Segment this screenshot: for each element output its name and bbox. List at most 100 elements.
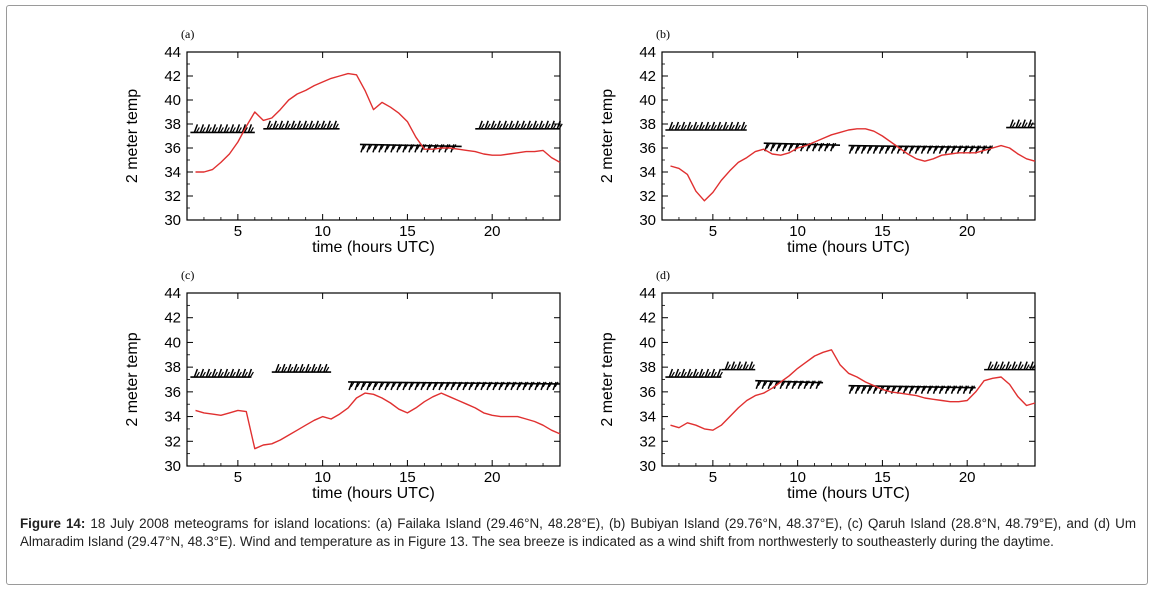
wind-barb-half [207,371,212,378]
wind-barb [788,142,793,152]
wind-barb-half [386,144,391,150]
wind-barb [414,144,419,153]
wind-barb-half [1007,364,1012,370]
wind-barb [360,381,365,391]
wind-barb [674,368,680,378]
wind-barb-half [874,145,880,151]
wind-barb [920,385,926,394]
y-tick-label: 42 [164,310,181,327]
wind-barb [390,381,395,391]
wind-barb [540,381,545,391]
wind-barb-half [494,381,499,388]
wind-barb-half [482,381,487,388]
wind-barb [848,385,854,394]
wind-barb-half [712,124,717,131]
wind-barb-half [958,385,964,391]
y-tick-label: 34 [164,409,181,426]
wind-barb-half [510,123,515,130]
wind-barb-half [742,124,747,131]
wind-barb [782,142,787,152]
wind-barb-half [488,381,493,388]
meteogram-panel-d: (d) 30 32 34 36 38 40 42 44 5 10 15 20 time (hours UT… [599,268,1036,502]
wind-barb [914,145,920,154]
wind-barb [247,124,253,133]
wind-barb [1009,119,1014,128]
wind-barb [408,144,413,153]
wind-barb [272,120,277,130]
wind-barb [420,381,425,391]
wind-barb [444,381,449,391]
wind-barb-half [528,123,533,130]
plot-area-frame [186,51,561,221]
wind-barb [354,381,359,391]
wind-barb-half [512,381,517,388]
wind-barb-half [231,371,236,378]
wind-barb [426,381,431,391]
wind-barb-half [492,123,497,130]
wind-barb [748,361,754,370]
wind-barb-half [195,127,200,133]
wind-barb [199,124,205,133]
wind-barb [480,381,485,391]
wind-barb [414,381,419,391]
wind-barb-half [534,123,539,130]
wind-barb [211,124,217,133]
wind-barb-half [374,381,379,388]
wind-barb-half [862,385,868,391]
wind-barb [450,381,455,391]
wind-barb-half [886,385,892,391]
plot-area-frame [186,292,561,467]
wind-barb [1021,119,1026,128]
wind-barb-half [498,123,503,130]
wind-barb-half [670,124,675,131]
wind-barb [456,381,461,391]
wind-barb-half [730,124,735,131]
wind-barb [468,381,473,391]
wind-barb [348,381,353,391]
wind-barb [526,120,531,130]
wind-barb [980,145,986,154]
wind-barb-half [718,371,723,378]
wind-barb [866,385,872,394]
wind-barb [993,361,998,370]
wind-barb-half [298,123,303,130]
wind-barb-half [940,385,946,391]
wind-barb [396,381,401,391]
x-tick-label: 10 [314,469,331,486]
plot-area-frame [661,51,1036,221]
x-tick-label: 15 [399,469,416,486]
wind-barb [1027,119,1032,128]
wind-barb-half [826,142,831,149]
wind-barb [293,363,298,373]
wind-barb-half [307,366,312,373]
wind-barb-half [970,145,976,151]
wind-barb-half [464,381,469,388]
wind-barb-half [682,371,687,378]
y-tick-label: 30 [164,458,181,475]
wind-barb [193,124,199,133]
wind-barb [302,120,307,130]
wind-barb-half [811,380,816,387]
wind-barb-half [201,371,206,378]
wind-barb [704,368,710,378]
wind-barb-half [868,385,874,391]
plot-area-frame [661,292,1036,467]
y-tick-label: 34 [164,164,181,181]
y-tick-label: 40 [164,334,181,351]
wind-barb [716,121,722,131]
temperature-line-b [670,128,1036,202]
wind-barb-half [319,366,324,373]
wind-barb [722,121,728,131]
wind-barb [914,385,920,394]
wind-barb-half [540,123,545,130]
wind-barb-half [736,124,741,131]
wind-barb [791,380,796,389]
wind-barb [812,142,817,152]
wind-barb-half [874,385,880,391]
wind-barb-half [207,127,212,133]
wind-barb [498,381,503,391]
wind-barb-half [524,381,529,388]
y-tick-label: 38 [164,116,181,133]
wind-barb [686,368,692,378]
x-tick-label: 5 [234,469,242,486]
